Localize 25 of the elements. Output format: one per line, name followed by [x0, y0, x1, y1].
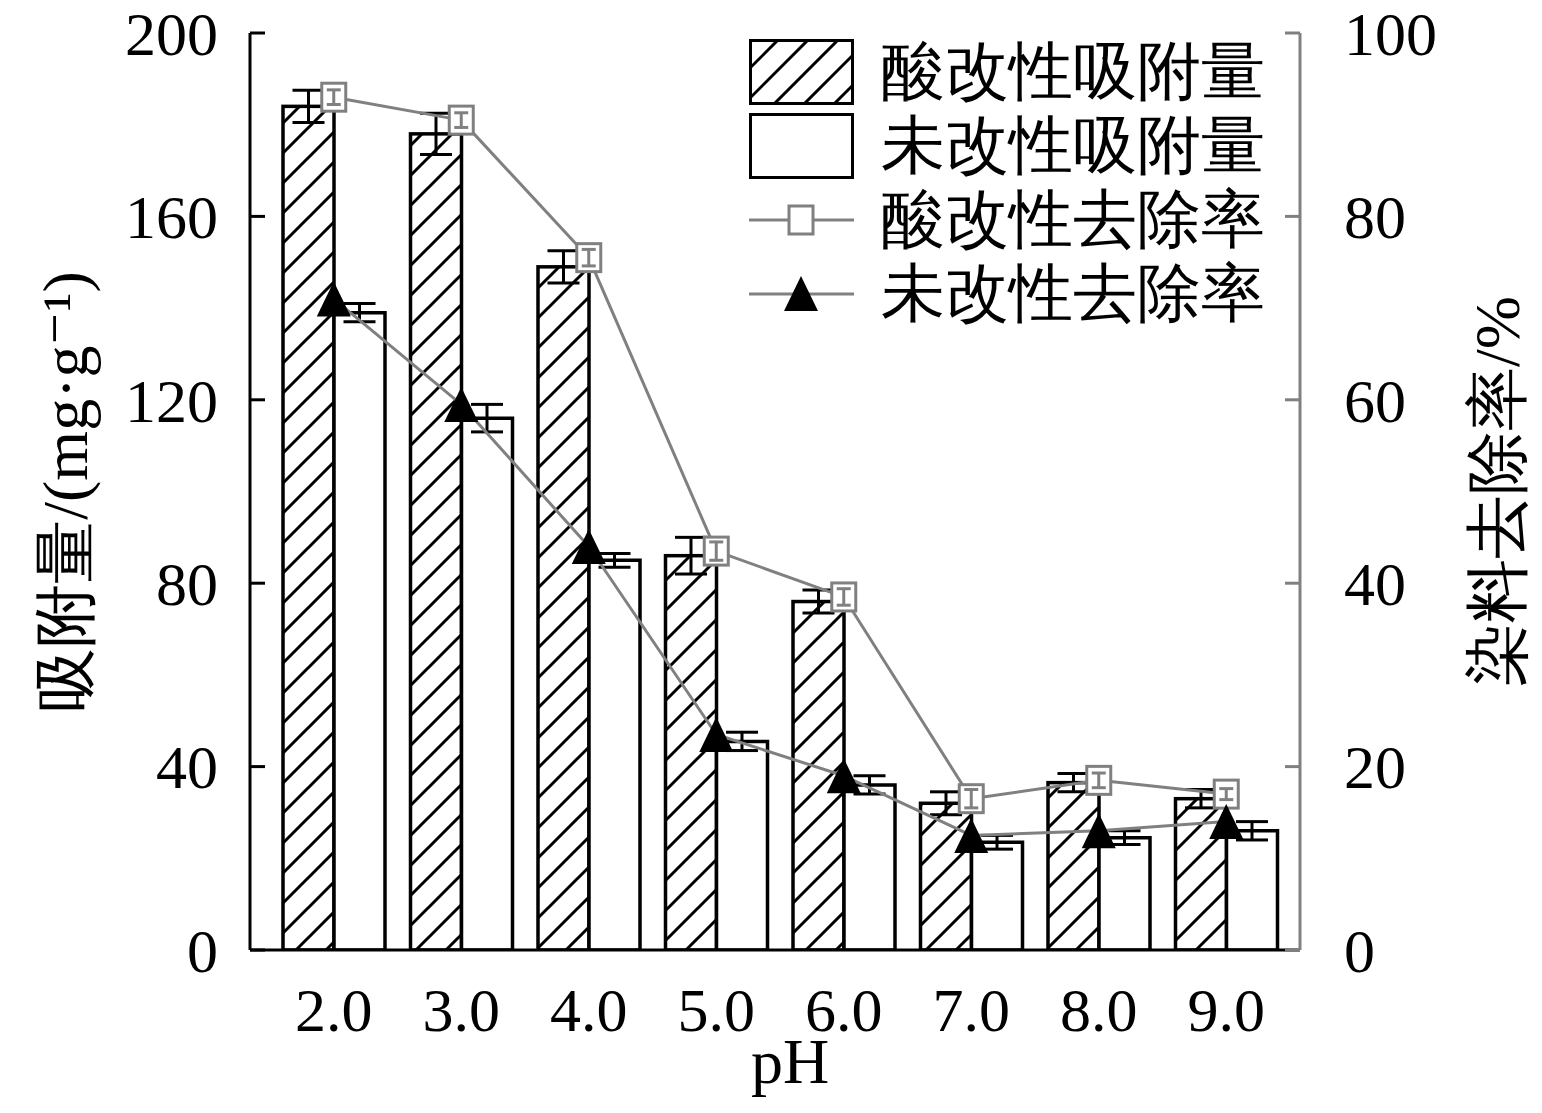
x-tick-label: 7.0 — [932, 975, 1010, 1044]
y-tick-label: 160 — [125, 183, 218, 252]
x-tick-label: 4.0 — [550, 975, 628, 1044]
y2-tick-label: 0 — [1344, 916, 1375, 985]
legend-label: 酸改性去除率 — [881, 183, 1265, 257]
y-tick-label: 80 — [156, 549, 218, 618]
legend-label: 未改性去除率 — [881, 257, 1265, 331]
y2-axis-title: 染料去除率/% — [1461, 295, 1533, 688]
y2-tick-label: 80 — [1344, 183, 1406, 252]
y-tick-label: 40 — [156, 733, 218, 802]
x-tick-label: 8.0 — [1060, 975, 1138, 1044]
y2-tick-label: 20 — [1344, 733, 1406, 802]
x-tick-label: 3.0 — [422, 975, 500, 1044]
y2-tick-label: 40 — [1344, 549, 1406, 618]
x-tick-label: 9.0 — [1187, 975, 1265, 1044]
y-axis-title: 吸附量/(mg·g⁻¹) — [29, 271, 101, 712]
y2-tick-label: 60 — [1344, 366, 1406, 435]
y-tick-label: 200 — [125, 0, 218, 68]
legend-label: 未改性吸附量 — [881, 109, 1265, 183]
y2-tick-label: 100 — [1344, 0, 1437, 68]
x-tick-label: 5.0 — [677, 975, 755, 1044]
y-tick-label: 0 — [187, 916, 218, 985]
x-tick-label: 2.0 — [295, 975, 373, 1044]
legend-label: 酸改性吸附量 — [881, 35, 1265, 109]
y-tick-label: 120 — [125, 366, 218, 435]
